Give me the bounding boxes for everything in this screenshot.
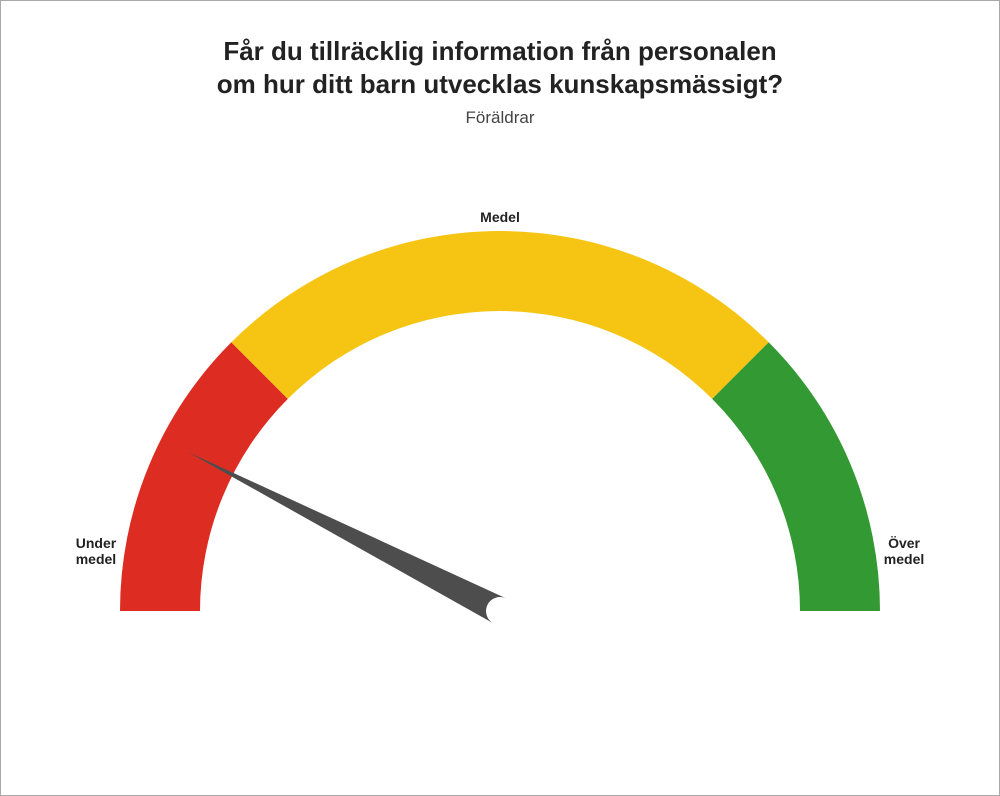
gauge-label-0: Undermedel: [76, 535, 117, 567]
gauge-svg: Undermedel Medel Övermedel: [50, 151, 950, 711]
chart-frame: { "title_line1": "Får du tillräcklig inf…: [0, 0, 1000, 796]
gauge-segment-0: [120, 342, 288, 611]
gauge-segment-1: [231, 231, 768, 399]
gauge-label-1: Medel: [480, 209, 520, 225]
gauge-label-2: Övermedel: [884, 535, 924, 567]
chart-subtitle: Föräldrar: [1, 108, 999, 128]
title-line-2: om hur ditt barn utvecklas kunskapsmässi…: [217, 69, 783, 99]
chart-title: Får du tillräcklig information från pers…: [1, 35, 999, 100]
title-line-1: Får du tillräcklig information från pers…: [223, 36, 776, 66]
gauge-segment-2: [712, 342, 880, 611]
gauge-chart: Undermedel Medel Övermedel: [1, 151, 999, 711]
gauge-needle: [188, 452, 506, 623]
